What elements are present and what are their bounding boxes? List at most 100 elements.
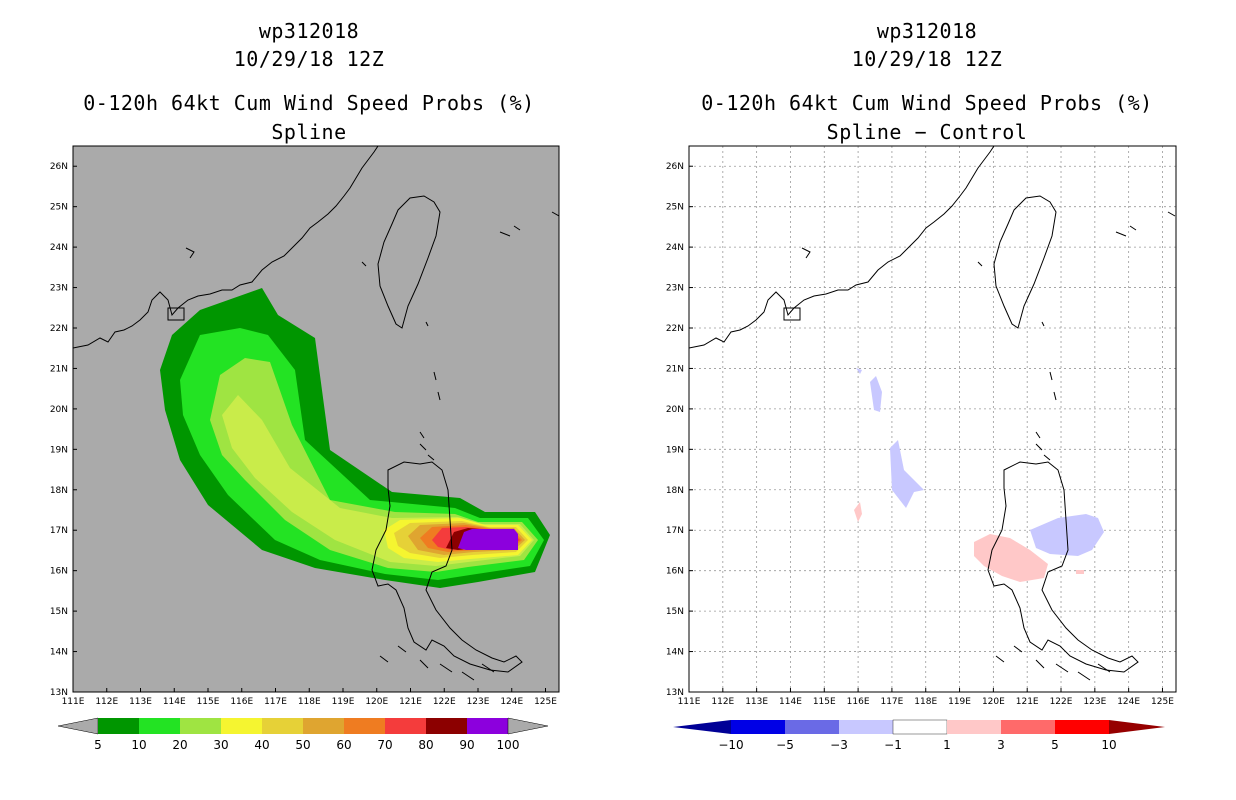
positive-anomaly-dot (1076, 570, 1084, 574)
x-tick-label: 123E (467, 697, 490, 707)
colorbar-swatch (303, 718, 344, 734)
y-tick-label: 16N (666, 567, 684, 577)
y-tick-label: 20N (50, 405, 68, 415)
x-tick-label: 115E (197, 697, 220, 707)
colorbar-label: 10 (131, 738, 146, 752)
colorbar-label: −1 (884, 738, 902, 752)
colorbar-label: 70 (377, 738, 392, 752)
y-tick-label: 24N (50, 243, 68, 253)
x-tick-label: 125E (1151, 697, 1174, 707)
x-tick-label: 121E (1016, 697, 1039, 707)
x-tick-label: 123E (1083, 697, 1106, 707)
colorbar-swatch (98, 718, 139, 734)
y-tick-label: 20N (666, 405, 684, 415)
colorbar-low-arrow (673, 720, 731, 734)
y-tick-label: 19N (666, 445, 684, 455)
colorbar-swatch (839, 720, 893, 734)
colorbar-swatch (139, 718, 180, 734)
x-tick-label: 112E (711, 697, 734, 707)
colorbar-swatch (947, 720, 1001, 734)
china-coastline (689, 146, 995, 349)
x-tick-label: 120E (982, 697, 1005, 707)
y-tick-label: 26N (50, 162, 68, 172)
difference-panel: wp312018 10/29/18 12Z 0-120h 64kt Cum Wi… (618, 0, 1236, 800)
y-axis-ticks: 13N 14N 15N 16N 17N 18N 19N 20N 21N 22N 23N 24N 25N 2… (666, 162, 693, 698)
colorbar-swatch (385, 718, 426, 734)
colorbar-swatch (467, 718, 508, 734)
colorbar-swatch (785, 720, 839, 734)
y-tick-label: 15N (666, 607, 684, 617)
x-axis-ticks: 111E 112E 113E 114E 115E 116E 117E 118E 119E 120E… (62, 688, 557, 707)
negative-anomaly-north (870, 376, 882, 412)
x-tick-label: 119E (332, 697, 355, 707)
map-background (689, 146, 1176, 692)
y-tick-label: 15N (50, 607, 68, 617)
x-tick-label: 122E (433, 697, 456, 707)
colorbar-label: −10 (718, 738, 743, 752)
hong-kong-box (167, 307, 185, 321)
map-frame (688, 145, 1177, 693)
colorbar-swatch (1055, 720, 1109, 734)
x-tick-label: 115E (813, 697, 836, 707)
colorbar-swatch (892, 719, 948, 735)
x-tick-label: 113E (745, 697, 768, 707)
colorbar-label: 100 (497, 738, 520, 752)
positive-anomaly-west (854, 502, 862, 522)
x-tick-label: 118E (298, 697, 321, 707)
map-frame (72, 145, 560, 693)
colorbar-swatch (1001, 720, 1055, 734)
negative-anomaly-central (890, 440, 924, 508)
colorbar-label: 3 (997, 738, 1005, 752)
colorbar-label: −5 (776, 738, 794, 752)
luzon (371, 461, 523, 673)
y-tick-label: 14N (666, 648, 684, 658)
method-subtitle: Spline (271, 120, 347, 144)
x-tick-label: 124E (500, 697, 523, 707)
y-tick-label: 24N (666, 243, 684, 253)
colorbar-label: 5 (94, 738, 102, 752)
colorbar-label: 40 (254, 738, 269, 752)
colorbar-swatch (180, 718, 221, 734)
luzon (987, 461, 1139, 673)
x-tick-label: 116E (847, 697, 870, 707)
colorbar-label: 90 (459, 738, 474, 752)
y-axis-ticks: 13N 14N 15N 16N 17N 18N 19N 20N 21N 22N 23N 24N 25N 2… (50, 162, 77, 698)
difference-map: 111E 112E 113E 114E 115E 116E 117E 118E 119E 120E… (666, 145, 1177, 707)
colorbar-swatch (262, 718, 303, 734)
negative-anomaly-small (856, 368, 862, 374)
y-tick-label: 22N (50, 324, 68, 334)
probability-contours (160, 288, 550, 588)
colorbar-swatch (426, 718, 467, 734)
x-tick-label: 120E (365, 697, 388, 707)
y-tick-label: 25N (50, 203, 68, 213)
x-tick-label: 114E (163, 697, 186, 707)
grid-lines (689, 146, 1176, 692)
hong-kong-box (783, 307, 801, 321)
y-tick-label: 19N (50, 445, 68, 455)
x-tick-label: 118E (914, 697, 937, 707)
product-title: 0-120h 64kt Cum Wind Speed Probs (%) (701, 91, 1153, 115)
colorbar-label: 1 (943, 738, 951, 752)
x-tick-label: 121E (399, 697, 422, 707)
y-tick-label: 26N (666, 162, 684, 172)
coastlines (73, 146, 559, 681)
colorbar-label: 20 (172, 738, 187, 752)
colorbar-high-arrow (1109, 720, 1165, 734)
colorbar-swatch (221, 718, 262, 734)
y-tick-label: 13N (50, 688, 68, 698)
x-axis-ticks: 111E 112E 113E 114E 115E 116E 117E 118E 119E 120E… (678, 688, 1174, 707)
y-tick-label: 13N (666, 688, 684, 698)
coastlines (689, 146, 1176, 681)
taiwan (993, 195, 1057, 329)
colorbar-label: 80 (418, 738, 433, 752)
colorbar: −10 −5 −3 −1 1 3 5 10 (673, 719, 1165, 752)
method-subtitle: Spline − Control (826, 120, 1028, 144)
colorbar-label: 10 (1101, 738, 1116, 752)
positive-anomaly-luzon (974, 534, 1048, 582)
y-tick-label: 21N (50, 364, 68, 374)
y-tick-label: 22N (666, 324, 684, 334)
colorbar-swatch (731, 720, 785, 734)
colorbar-label: 50 (295, 738, 310, 752)
colorbar-label: 30 (213, 738, 228, 752)
y-tick-label: 18N (50, 486, 68, 496)
